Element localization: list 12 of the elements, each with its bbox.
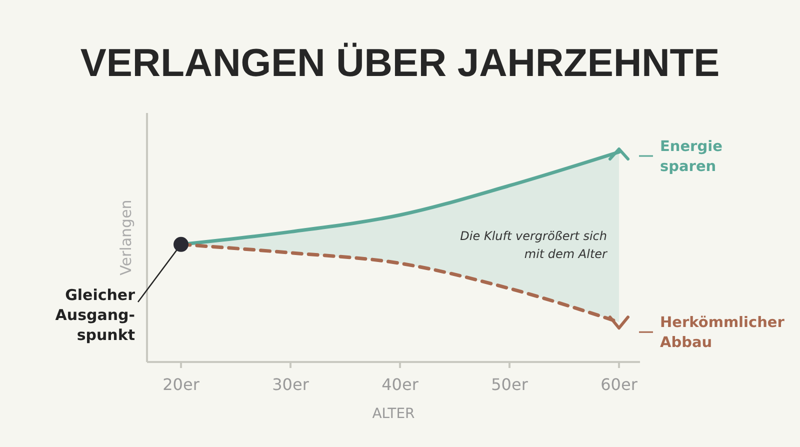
x-tick-label: 20er	[162, 375, 200, 394]
legend-label: Energie sparen	[660, 139, 723, 175]
x-tick-label: 50er	[491, 375, 528, 394]
chart-title: VERLANGEN ÜBER JAHRZEHNTE	[80, 42, 720, 85]
x-tick-label: 30er	[272, 375, 310, 394]
y-axis-title: Verlangen	[117, 200, 135, 276]
x-axis-title: ALTER	[372, 406, 416, 422]
annotation: Gleicher Ausgang-spunkt	[55, 286, 136, 344]
x-tick-label: 40er	[382, 375, 419, 394]
annotation: Die Kluft vergrößert sich mit dem Alter	[460, 229, 608, 261]
x-tick-label: 60er	[600, 375, 638, 394]
legend-label: Herkömmlicher Abbau	[660, 315, 786, 352]
